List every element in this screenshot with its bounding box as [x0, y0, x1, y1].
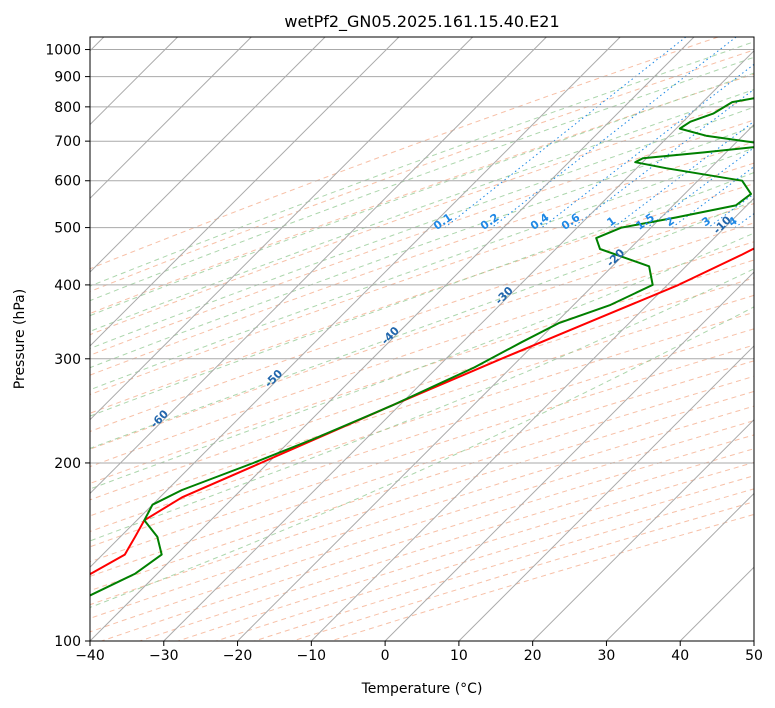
isotherm — [679, 566, 754, 641]
isotherm-label: -70 — [33, 449, 56, 472]
dry-adiabat — [90, 203, 754, 433]
x-tick-label: 10 — [450, 648, 468, 664]
isotherm — [606, 492, 754, 641]
chart-title: wetPf2_GN05.2025.161.15.40.E21 — [284, 12, 559, 32]
isotherm — [90, 37, 474, 421]
x-tick-label: 30 — [598, 648, 616, 664]
y-tick-label: 800 — [54, 100, 81, 116]
moist-adiabat — [90, 41, 754, 287]
dry-adiabat — [90, 37, 719, 270]
isotherm — [532, 418, 754, 641]
mixing-ratio-label: 0.6 — [559, 211, 583, 233]
dewpoint-profile — [90, 97, 754, 597]
mixing-ratio-line — [572, 88, 754, 228]
y-tick-label: 400 — [54, 278, 81, 294]
dry-adiabats — [90, 37, 754, 641]
dry-adiabat — [101, 434, 754, 641]
isotherm-label: -20 — [604, 246, 627, 269]
x-tick-label: −20 — [223, 648, 253, 664]
dry-adiabat — [90, 141, 754, 376]
x-tick-label: −10 — [297, 648, 327, 664]
moist-adiabats — [90, 41, 754, 608]
isotherm — [310, 197, 754, 641]
dry-adiabat — [90, 344, 754, 563]
temperature-profile — [90, 247, 754, 576]
mixing-ratio-label: 1 — [605, 214, 619, 229]
mixing-ratio-label: 1.5 — [633, 211, 656, 233]
isotherm — [90, 37, 621, 568]
mixing-ratio-label: 0.2 — [478, 211, 501, 233]
y-tick-label: 700 — [54, 134, 81, 150]
mixing-ratio-line — [646, 147, 754, 228]
isotherms — [90, 37, 754, 641]
moist-adiabat — [90, 56, 754, 302]
mixing-ratio-line — [734, 213, 754, 229]
isotherm — [90, 37, 547, 495]
x-tick-label: −30 — [149, 648, 179, 664]
dry-adiabat — [90, 73, 754, 315]
mixing-ratio-label: 0.4 — [528, 211, 552, 233]
moist-adiabat — [90, 72, 754, 317]
moist-adiabat — [90, 232, 754, 490]
moist-adiabat — [90, 200, 754, 449]
isotherm — [753, 640, 754, 641]
y-tick-label: 900 — [54, 70, 81, 86]
x-tick-label: 50 — [745, 648, 763, 664]
mixing-ratio-label: 2 — [663, 214, 677, 229]
plot-area: -100-90-80-70-60-50-40-30-20-10010203040… — [33, 37, 775, 641]
isotherm — [90, 37, 695, 641]
mixing-ratio-label: 6 — [765, 214, 775, 229]
y-axis-ticks: 100 200 300 400 500 600 700 800 900 1000 — [45, 43, 90, 650]
y-tick-label: 1000 — [45, 43, 81, 59]
sounding-series — [90, 97, 754, 597]
y-tick-label: 100 — [54, 634, 81, 650]
dry-adiabat — [292, 501, 754, 641]
isotherm — [90, 37, 326, 273]
y-tick-label: 500 — [54, 221, 81, 237]
plot-frame — [89, 36, 755, 642]
isotherm-label: -50 — [262, 367, 285, 390]
dry-adiabat — [90, 183, 754, 414]
moist-adiabat — [90, 125, 754, 369]
moist-adiabat — [90, 306, 754, 608]
y-tick-label: 300 — [54, 352, 81, 368]
isotherm — [237, 123, 754, 641]
isotherm — [384, 271, 754, 641]
y-tick-label: 200 — [54, 456, 81, 472]
x-tick-label: −40 — [75, 648, 105, 664]
moist-adiabat — [90, 147, 754, 391]
isotherm — [163, 50, 754, 641]
moist-adiabat — [90, 88, 754, 332]
isotherm — [90, 37, 400, 347]
x-tick-label: 0 — [381, 648, 390, 664]
dry-adiabat — [90, 162, 754, 396]
isotherm-label: -40 — [379, 324, 402, 347]
dry-adiabat — [177, 461, 754, 641]
y-tick-label: 600 — [54, 174, 81, 190]
mixing-ratio-line — [444, 37, 687, 228]
mixing-ratio-line — [708, 193, 754, 229]
mixing-ratio-line — [491, 37, 737, 228]
pressure-gridlines — [90, 49, 754, 641]
dry-adiabat — [90, 390, 754, 606]
dry-adiabat — [90, 241, 754, 468]
dry-adiabat — [90, 49, 754, 293]
y-axis-label: Pressure (hPa) — [12, 289, 28, 389]
dry-adiabat — [90, 294, 754, 517]
x-axis-ticks: −40 −30 −20 −10 0 10 20 30 40 50 — [75, 641, 763, 664]
dry-adiabat — [90, 96, 754, 336]
isotherm — [90, 37, 252, 200]
x-axis-label: Temperature (°C) — [361, 681, 483, 697]
isotherm — [458, 345, 754, 641]
x-tick-label: 20 — [524, 648, 542, 664]
mixing-ratio-line — [671, 166, 754, 228]
x-tick-label: 40 — [671, 648, 689, 664]
